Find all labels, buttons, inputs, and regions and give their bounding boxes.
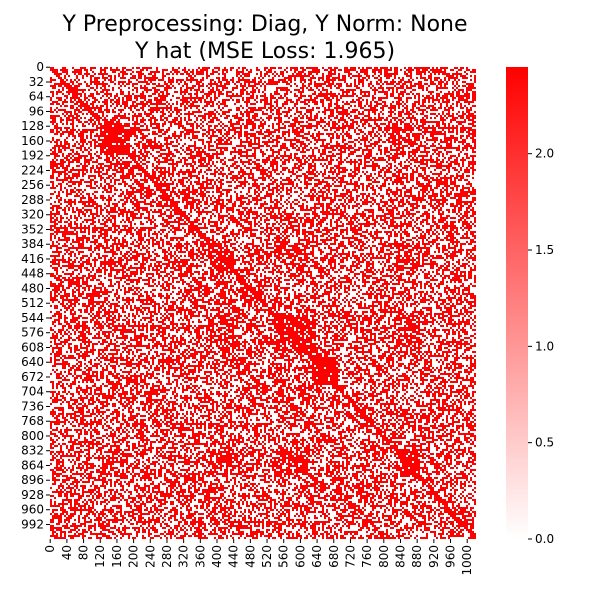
colorbar-tick-label: 1.5 — [535, 243, 554, 257]
colorbar-tick-label: 2.0 — [535, 147, 554, 161]
x-tick-label: 360 — [193, 545, 207, 568]
y-tick-label: 960 — [21, 503, 44, 517]
y-tick-label: 0 — [36, 60, 44, 74]
y-tick-label: 32 — [29, 75, 44, 89]
colorbar-tick-label: 1.0 — [535, 339, 554, 353]
y-tick-label: 512 — [21, 296, 44, 310]
y-axis: 0326496128160192224256288320352384416448… — [21, 60, 50, 531]
x-tick-label: 320 — [177, 545, 191, 568]
x-tick-label: 120 — [93, 545, 107, 568]
x-tick-label: 760 — [360, 545, 374, 568]
x-axis: 0 40 80 120 160 200 240 280 320 360 400 440 480 520 56… — [43, 539, 474, 576]
y-tick-label: 768 — [21, 414, 44, 428]
y-tick-label: 576 — [21, 326, 44, 340]
y-tick-label: 320 — [21, 208, 44, 222]
y-tick-label: 416 — [21, 252, 44, 266]
y-tick-label: 640 — [21, 355, 44, 369]
heatmap-cells — [50, 67, 476, 539]
y-tick-label: 480 — [21, 281, 44, 295]
y-tick-label: 256 — [21, 178, 44, 192]
y-tick-label: 736 — [21, 399, 44, 413]
x-tick-label: 480 — [243, 545, 257, 568]
y-tick-label: 384 — [21, 237, 44, 251]
y-tick-label: 928 — [21, 488, 44, 502]
y-tick-label: 704 — [21, 385, 44, 399]
x-tick-label: 1000 — [460, 545, 474, 576]
y-tick-label: 864 — [21, 458, 44, 472]
x-tick-label: 520 — [260, 545, 274, 568]
y-tick-label: 224 — [21, 163, 44, 177]
x-tick-label: 640 — [310, 545, 324, 568]
x-tick-label: 160 — [110, 545, 124, 568]
x-tick-label: 880 — [410, 545, 424, 568]
y-tick-label: 448 — [21, 267, 44, 281]
x-tick-label: 40 — [60, 545, 74, 560]
x-tick-label: 440 — [227, 545, 241, 568]
x-tick-label: 200 — [127, 545, 141, 568]
x-tick-label: 800 — [377, 545, 391, 568]
y-tick-label: 608 — [21, 340, 44, 354]
chart-subtitle: Y hat (MSE Loss: 1.965) — [134, 39, 396, 64]
colorbar: 0.0 0.5 1.0 1.5 2.0 — [506, 67, 554, 546]
y-tick-label: 96 — [29, 104, 44, 118]
y-tick-label: 896 — [21, 473, 44, 487]
y-tick-label: 288 — [21, 193, 44, 207]
y-tick-label: 992 — [21, 517, 44, 531]
heatmap-plot-area — [50, 67, 477, 539]
x-tick-label: 960 — [444, 545, 458, 568]
x-tick-label: 400 — [210, 545, 224, 568]
y-tick-label: 544 — [21, 311, 44, 325]
x-tick-label: 240 — [143, 545, 157, 568]
x-tick-label: 560 — [277, 545, 291, 568]
chart-title: Y Preprocessing: Diag, Y Norm: None — [62, 12, 468, 37]
x-tick-label: 80 — [77, 545, 91, 560]
colorbar-tick-label: 0.5 — [535, 436, 554, 450]
y-tick-label: 832 — [21, 444, 44, 458]
y-tick-label: 192 — [21, 149, 44, 163]
y-tick-label: 800 — [21, 429, 44, 443]
x-tick-label: 840 — [393, 545, 407, 568]
colorbar-gradient — [506, 67, 528, 539]
y-tick-label: 160 — [21, 134, 44, 148]
x-tick-label: 0 — [43, 545, 57, 553]
x-tick-label: 720 — [343, 545, 357, 568]
x-tick-label: 920 — [427, 545, 441, 568]
x-tick-label: 600 — [293, 545, 307, 568]
x-tick-label: 280 — [160, 545, 174, 568]
y-tick-label: 128 — [21, 119, 44, 133]
x-tick-label: 680 — [327, 545, 341, 568]
y-tick-label: 64 — [29, 90, 44, 104]
y-tick-label: 672 — [21, 370, 44, 384]
colorbar-tick-label: 0.0 — [535, 532, 554, 546]
y-tick-label: 352 — [21, 222, 44, 236]
